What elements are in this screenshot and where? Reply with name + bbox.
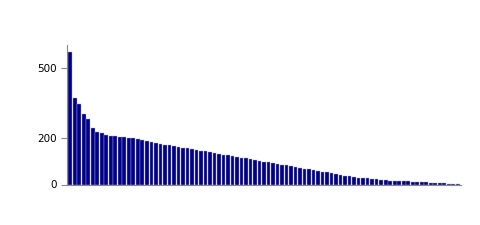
Bar [258, 161, 262, 184]
Bar [136, 139, 140, 184]
Bar [194, 150, 198, 184]
Bar [132, 138, 135, 184]
Bar [230, 156, 234, 184]
Bar [379, 180, 383, 184]
Bar [163, 144, 167, 184]
Bar [393, 181, 396, 184]
Bar [77, 104, 81, 184]
Bar [321, 172, 324, 184]
Bar [406, 182, 410, 184]
Bar [266, 162, 270, 184]
Bar [190, 149, 194, 184]
Bar [122, 137, 126, 184]
Bar [86, 119, 90, 184]
Bar [158, 144, 162, 184]
Bar [244, 158, 248, 184]
Bar [145, 141, 149, 184]
Bar [384, 180, 387, 184]
Bar [154, 143, 158, 184]
Bar [118, 137, 122, 184]
Bar [280, 165, 284, 184]
Bar [366, 178, 370, 184]
Bar [370, 179, 374, 184]
Bar [208, 152, 212, 184]
Bar [411, 182, 415, 184]
Bar [149, 142, 153, 184]
Bar [100, 133, 104, 184]
Bar [294, 167, 298, 184]
Bar [442, 183, 446, 184]
Bar [357, 178, 360, 184]
Bar [302, 169, 306, 184]
Bar [289, 166, 293, 184]
Bar [312, 170, 315, 184]
Bar [213, 153, 216, 184]
Bar [429, 183, 432, 184]
Bar [105, 135, 108, 184]
Bar [168, 145, 171, 184]
Bar [397, 181, 401, 184]
Bar [181, 148, 185, 184]
Bar [96, 132, 99, 184]
Bar [226, 155, 230, 184]
Bar [316, 171, 320, 184]
Bar [330, 173, 334, 184]
Bar [204, 151, 207, 184]
Bar [388, 180, 392, 184]
Bar [172, 146, 176, 184]
Bar [249, 159, 252, 184]
Bar [73, 99, 77, 184]
Bar [348, 176, 351, 184]
Bar [240, 158, 243, 184]
Bar [217, 154, 221, 184]
Bar [325, 172, 329, 184]
Bar [433, 183, 437, 184]
Bar [253, 160, 257, 184]
Bar [222, 155, 226, 184]
Bar [177, 147, 180, 184]
Bar [424, 182, 428, 184]
Bar [361, 178, 365, 184]
Bar [276, 164, 279, 184]
Bar [402, 181, 406, 184]
Bar [375, 179, 379, 184]
Bar [69, 52, 72, 184]
Bar [343, 176, 347, 184]
Bar [82, 114, 86, 184]
Bar [271, 163, 275, 184]
Bar [285, 165, 288, 184]
Bar [334, 174, 338, 184]
Bar [262, 162, 266, 184]
Bar [199, 151, 203, 184]
Bar [438, 183, 442, 184]
Bar [91, 128, 95, 184]
Bar [415, 182, 419, 184]
Bar [109, 136, 113, 184]
Bar [235, 157, 239, 184]
Bar [420, 182, 423, 184]
Bar [141, 140, 144, 184]
Bar [339, 175, 342, 184]
Bar [186, 148, 189, 184]
Bar [298, 168, 302, 184]
Bar [127, 138, 131, 184]
Bar [352, 177, 356, 184]
Bar [113, 136, 117, 184]
Bar [307, 169, 311, 184]
